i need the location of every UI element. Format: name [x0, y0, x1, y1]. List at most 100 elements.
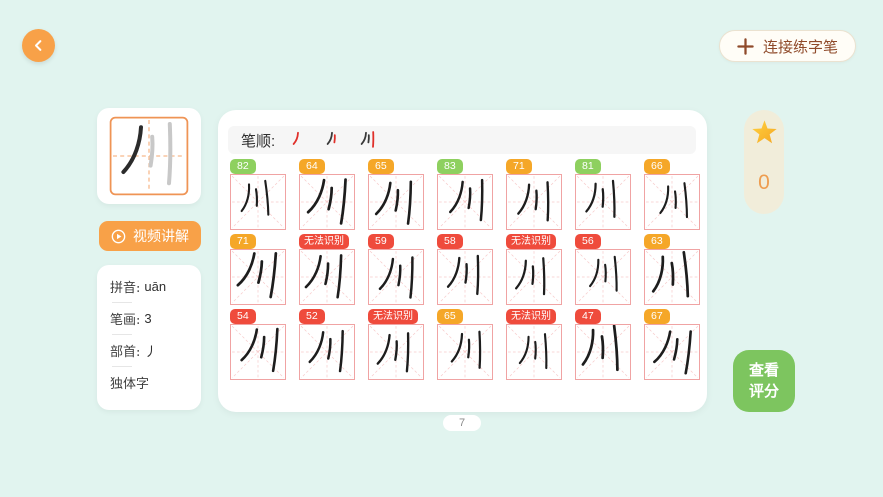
- practice-square: [506, 324, 562, 380]
- practice-square: [299, 249, 355, 305]
- practice-square: [437, 174, 493, 230]
- stroke-step-glyph: [326, 131, 336, 145]
- score-badge: 71: [506, 159, 532, 174]
- page-number: 7: [458, 417, 466, 429]
- practice-cell[interactable]: 66: [644, 159, 700, 230]
- score-badge: 无法识别: [506, 309, 556, 324]
- structure-label: 独体字: [110, 377, 150, 392]
- stroke-step-glyph: [360, 131, 375, 148]
- radical-value: 丿: [144, 344, 158, 359]
- practice-cell[interactable]: 71: [506, 159, 562, 230]
- info-row-pinyin: 拼音: uān: [110, 274, 188, 299]
- practice-cell[interactable]: 无法识别: [506, 309, 562, 380]
- info-row-strokes: 笔画: 3: [110, 306, 188, 331]
- handwriting-sample: [645, 250, 699, 304]
- info-row-structure: 独体字: [110, 370, 188, 395]
- video-explain-button[interactable]: 视频讲解: [99, 221, 201, 251]
- practice-cell[interactable]: 83: [437, 159, 493, 230]
- practice-square: [230, 249, 286, 305]
- practice-cell[interactable]: 71: [230, 234, 286, 305]
- divider: [112, 366, 132, 367]
- score-badge: 66: [644, 159, 670, 174]
- practice-cell[interactable]: 无法识别: [506, 234, 562, 305]
- practice-square: [644, 174, 700, 230]
- handwriting-sample: [231, 325, 285, 379]
- back-button[interactable]: [22, 29, 55, 62]
- practice-cell[interactable]: 无法识别: [299, 234, 355, 305]
- stroke-count-value: 3: [144, 311, 152, 326]
- practice-square: [299, 324, 355, 380]
- practice-cell[interactable]: 47: [575, 309, 631, 380]
- page-indicator[interactable]: 7: [443, 415, 481, 431]
- practice-cell[interactable]: 无法识别: [368, 309, 424, 380]
- pinyin-value: uān: [144, 279, 167, 294]
- handwriting-sample: [231, 175, 285, 229]
- handwriting-sample: [369, 325, 423, 379]
- score-badge: 64: [299, 159, 325, 174]
- connect-pen-label: 连接练字笔: [763, 38, 839, 56]
- handwriting-sample: [369, 175, 423, 229]
- practice-cell[interactable]: 81: [575, 159, 631, 230]
- score-badge: 67: [644, 309, 670, 324]
- score-badge: 81: [575, 159, 601, 174]
- score-badge: 56: [575, 234, 601, 249]
- practice-square: [368, 324, 424, 380]
- practice-square: [299, 174, 355, 230]
- stroke-count-label: 笔画:: [110, 313, 141, 328]
- divider: [112, 334, 132, 335]
- handwriting-sample: [645, 175, 699, 229]
- practice-cell[interactable]: 82: [230, 159, 286, 230]
- score-badge: 52: [299, 309, 325, 324]
- practice-square: [506, 249, 562, 305]
- view-score-line1: 查看: [748, 362, 779, 379]
- star-count: 0: [758, 171, 770, 194]
- practice-cell[interactable]: 52: [299, 309, 355, 380]
- character-grid: [109, 116, 189, 196]
- play-icon: [111, 229, 126, 243]
- handwriting-sample: [507, 325, 561, 379]
- practice-cell[interactable]: 58: [437, 234, 493, 305]
- practice-cell[interactable]: 67: [644, 309, 700, 380]
- practice-cell[interactable]: 54: [230, 309, 286, 380]
- practice-cell[interactable]: 59: [368, 234, 424, 305]
- star-score-pill: 0: [744, 110, 784, 214]
- handwriting-sample: [507, 250, 561, 304]
- practice-square: [575, 249, 631, 305]
- connect-pen-button[interactable]: 连接练字笔: [719, 30, 857, 62]
- chevron-left-icon: [35, 40, 42, 51]
- score-badge: 无法识别: [368, 309, 418, 324]
- practice-panel: 笔顺: 82 64 65 83 71 81 66 71 无法识别 59 58 无法识别 56 63 54 52…: [218, 110, 707, 412]
- handwriting-sample: [369, 250, 423, 304]
- practice-cell[interactable]: 63: [644, 234, 700, 305]
- score-badge: 83: [437, 159, 463, 174]
- handwriting-sample: [300, 325, 354, 379]
- score-badge: 65: [368, 159, 394, 174]
- star-icon: [751, 120, 777, 144]
- view-score-button[interactable]: 查看 评分: [733, 350, 795, 412]
- score-badge: 63: [644, 234, 670, 249]
- handwriting-sample: [438, 250, 492, 304]
- practice-grid: 82 64 65 83 71 81 66 71 无法识别 59 58 无法识别 56 63 54 52 无法识别…: [230, 159, 700, 380]
- stroke-step-glyph: [292, 131, 300, 145]
- practice-cell[interactable]: 56: [575, 234, 631, 305]
- handwriting-sample: [231, 250, 285, 304]
- score-badge: 47: [575, 309, 601, 324]
- character-card: [97, 108, 201, 204]
- score-badge: 71: [230, 234, 256, 249]
- practice-cell[interactable]: 64: [299, 159, 355, 230]
- practice-square: [644, 249, 700, 305]
- practice-cell[interactable]: 65: [437, 309, 493, 380]
- view-score-line2: 评分: [748, 383, 779, 400]
- character-info-card: 拼音: uān 笔画: 3 部首: 丿 独体字: [97, 265, 201, 410]
- practice-cell[interactable]: 65: [368, 159, 424, 230]
- radical-label: 部首:: [110, 345, 141, 360]
- handwriting-sample: [438, 175, 492, 229]
- practice-square: [575, 174, 631, 230]
- practice-square: [437, 249, 493, 305]
- practice-square: [644, 324, 700, 380]
- score-badge: 59: [368, 234, 394, 249]
- handwriting-sample: [645, 325, 699, 379]
- handwriting-sample: [576, 250, 630, 304]
- practice-square: [230, 174, 286, 230]
- score-badge: 65: [437, 309, 463, 324]
